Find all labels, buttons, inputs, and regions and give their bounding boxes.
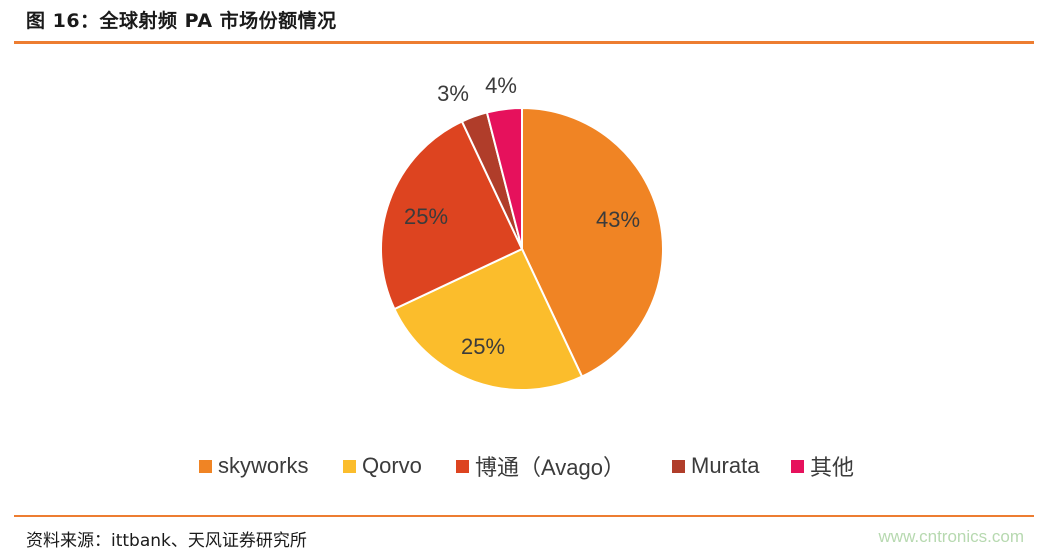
pie-chart: 43% 25% 25% 3% 4%	[380, 73, 664, 391]
footer-divider	[14, 515, 1034, 517]
legend-item-4: 其他	[791, 450, 854, 482]
legend-item-2: 博通（Avago）	[456, 450, 625, 482]
slice-label-4: 4%	[485, 73, 517, 98]
pie-slice-1	[393, 247, 584, 391]
pie-slice-2	[380, 120, 524, 311]
legend-swatch	[343, 459, 356, 473]
legend-item-3: Murata	[672, 450, 759, 482]
legend-label: Qorvo	[362, 453, 422, 478]
slice-label-2: 25%	[404, 204, 448, 229]
legend-item-0: skyworks	[199, 450, 308, 482]
source-note: 资料来源：ittbank、天风证券研究所	[26, 531, 307, 551]
slice-label-3: 3%	[437, 81, 469, 106]
title-divider	[14, 41, 1034, 44]
chart-legend: skyworks Qorvo 博通（Avago） Murata 其他	[0, 450, 1044, 482]
slice-label-1: 25%	[461, 334, 505, 359]
legend-label: 博通（Avago）	[475, 455, 625, 480]
pie-slice-4	[485, 106, 523, 250]
legend-label: 其他	[810, 455, 855, 480]
slice-label-0: 43%	[596, 207, 640, 232]
legend-swatch	[199, 459, 212, 473]
legend-swatch	[672, 459, 685, 473]
legend-label: skyworks	[218, 453, 309, 478]
legend-item-1: Qorvo	[343, 450, 422, 482]
legend-swatch	[456, 459, 469, 473]
pie-slice-0	[521, 106, 664, 378]
figure-title: 图 16：全球射频 PA 市场份额情况	[26, 10, 337, 32]
legend-swatch	[791, 459, 804, 473]
legend-label: Murata	[691, 453, 760, 478]
watermark: www.cntronics.com	[878, 527, 1024, 546]
